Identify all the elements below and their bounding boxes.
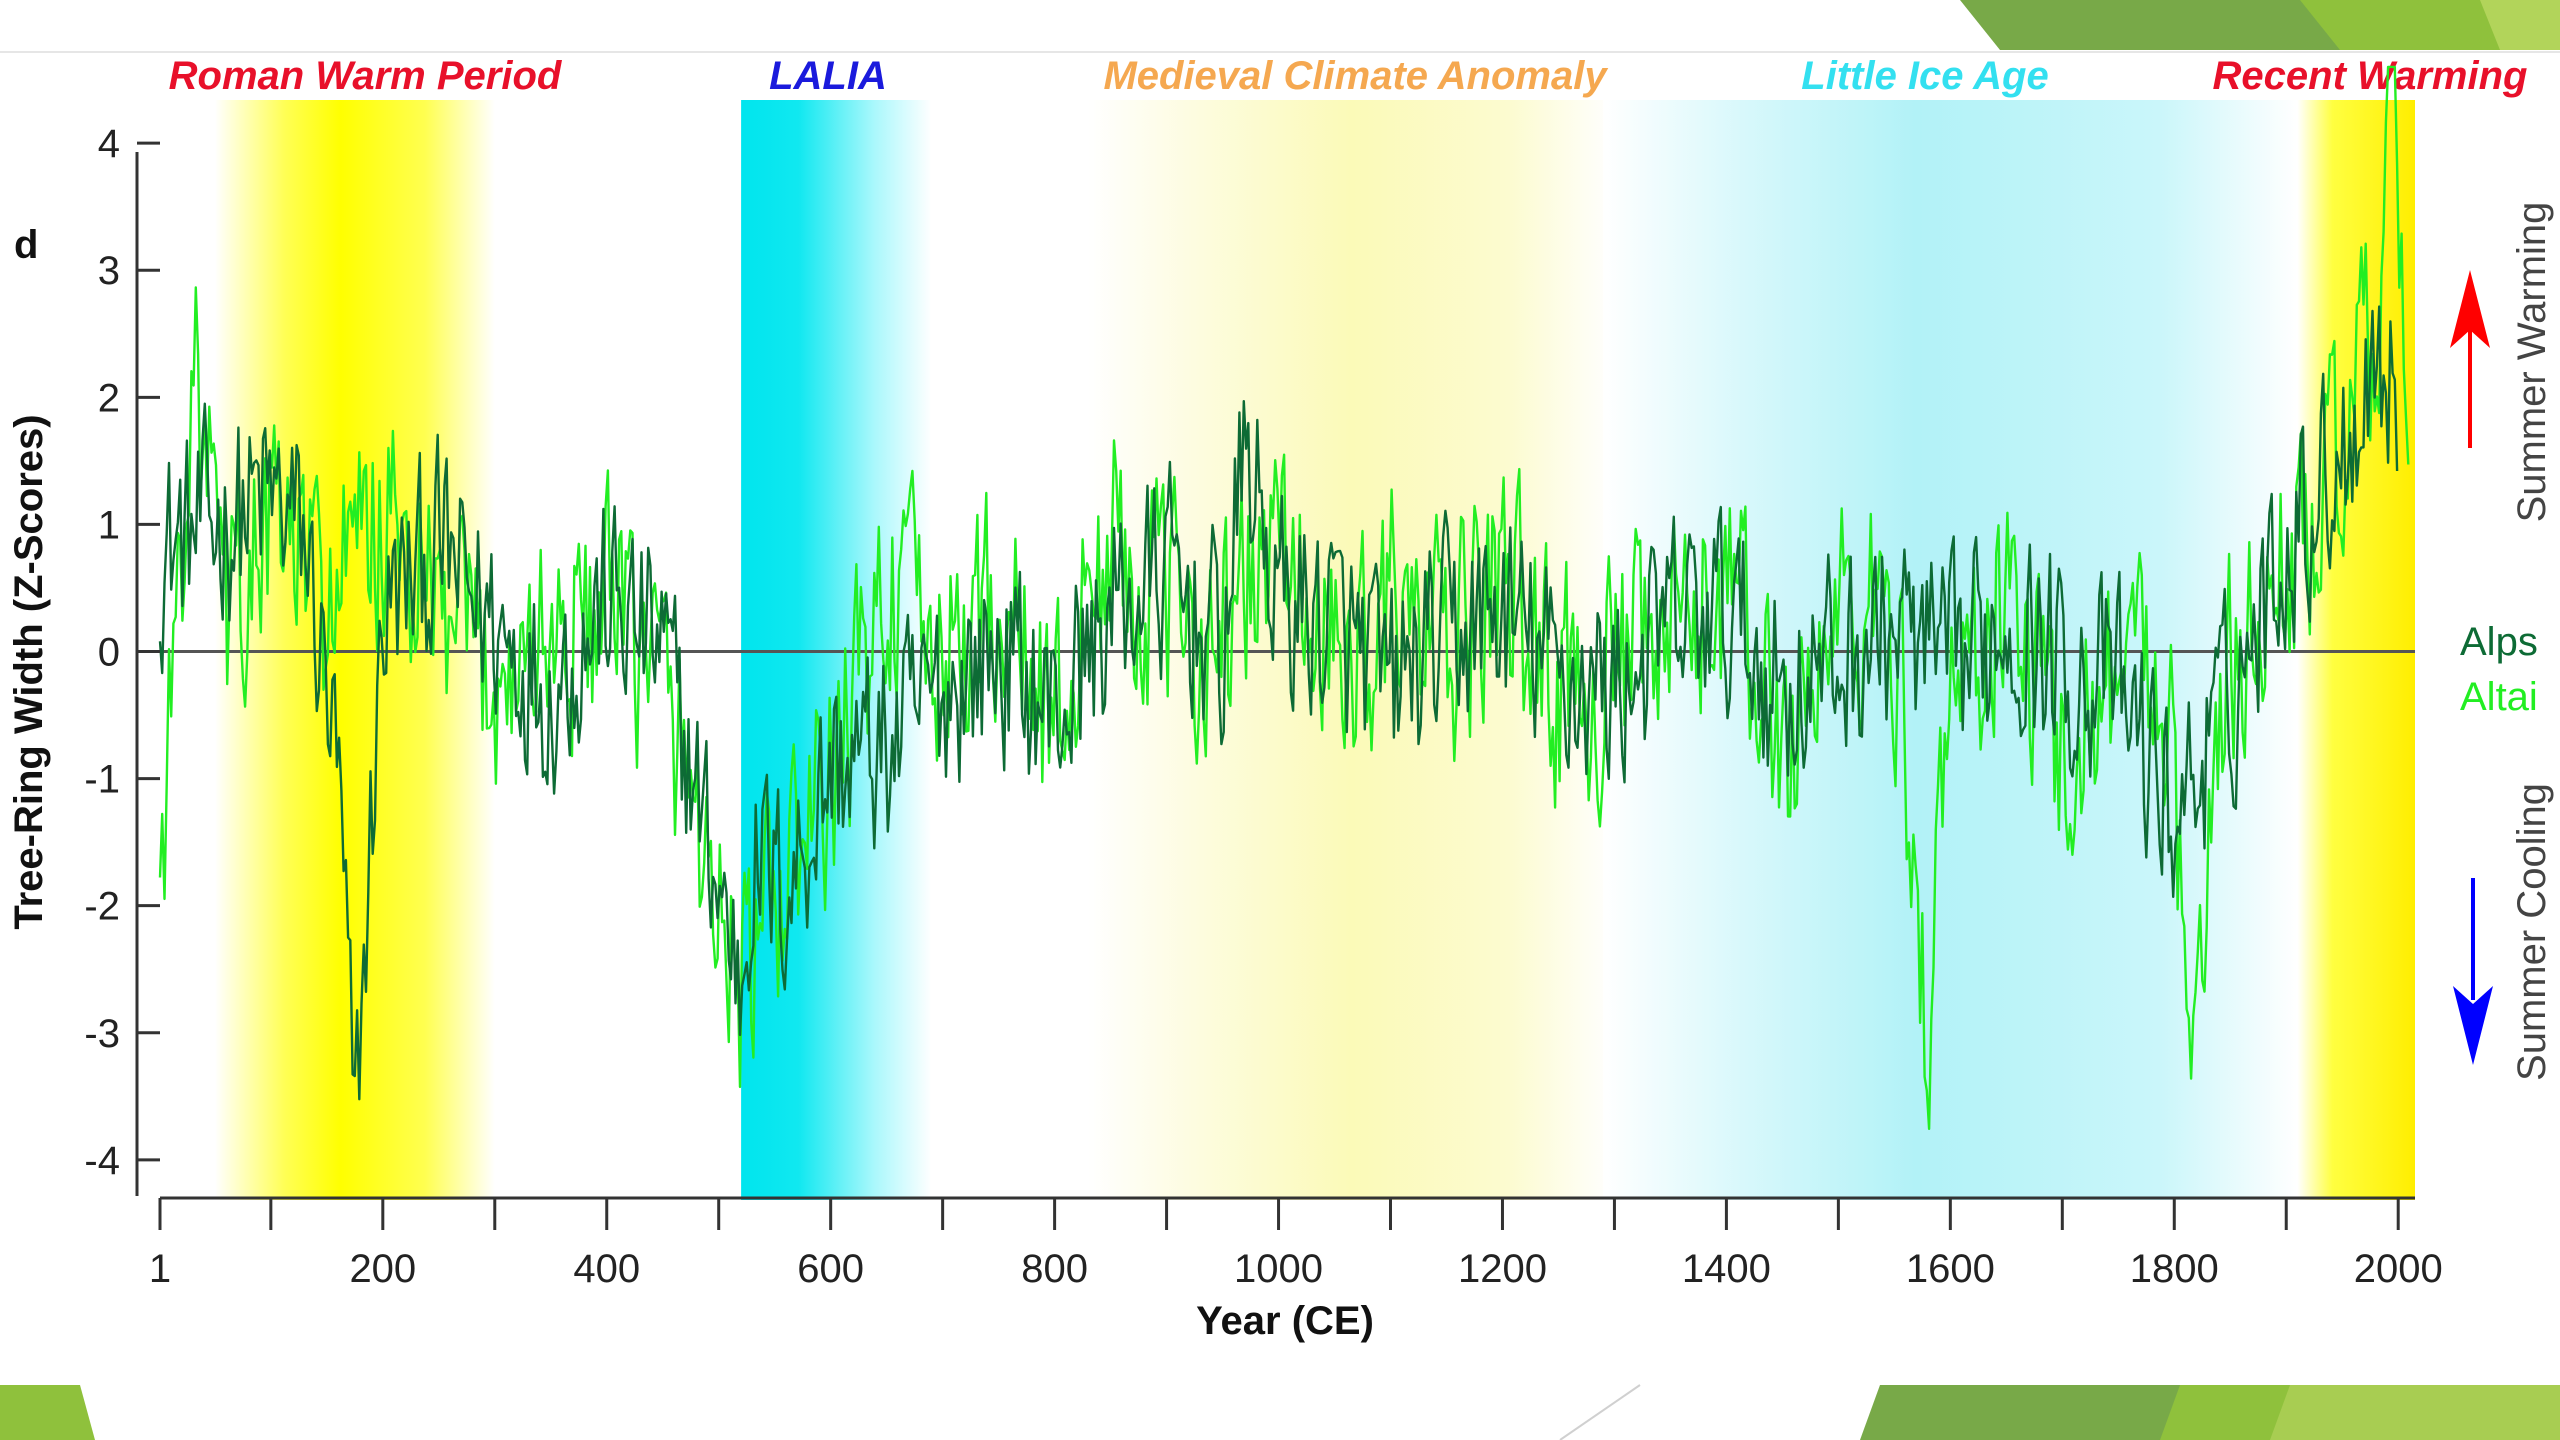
y-tick-label: 2 — [98, 376, 120, 420]
panel-letter: d — [14, 223, 38, 267]
x-tick-label: 1400 — [1682, 1247, 1771, 1291]
series-lines — [158, 65, 2410, 1131]
x-tick-label: 600 — [797, 1247, 864, 1291]
y-tick-label: -1 — [84, 758, 120, 802]
x-tick-label: 400 — [573, 1247, 640, 1291]
period-label: Roman Warm Period — [169, 54, 563, 98]
summer-cooling-label: Summer Cooling — [2510, 783, 2554, 1081]
x-tick-label: 1200 — [1458, 1247, 1547, 1291]
x-tick-label: 1800 — [2130, 1247, 2219, 1291]
y-tick-label: 3 — [98, 249, 120, 293]
x-axis-title: Year (CE) — [1196, 1299, 1374, 1343]
y-tick-label: -3 — [84, 1012, 120, 1056]
period-label: LALIA — [769, 54, 887, 98]
series-line-alps — [158, 305, 2399, 1101]
y-tick-label: 1 — [98, 503, 120, 547]
y-tick-label: -2 — [84, 885, 120, 929]
x-tick-label: 1000 — [1234, 1247, 1323, 1291]
legend-alps: Alps — [2460, 620, 2538, 664]
climate-period-labels: Roman Warm Period LALIA Medieval Climate A… — [169, 54, 2528, 98]
y-tick-label: -4 — [84, 1139, 120, 1183]
period-label: Medieval Climate Anomaly — [1103, 54, 1608, 98]
cooling-arrow-icon — [2453, 878, 2493, 1065]
x-tick-label: 200 — [349, 1247, 416, 1291]
period-label: Recent Warming — [2213, 54, 2528, 98]
warming-arrow-icon — [2450, 270, 2490, 448]
slide-decoration-top — [0, 0, 2560, 53]
summer-warming-label: Summer Warming — [2510, 202, 2554, 523]
legend-altai: Altai — [2460, 675, 2538, 719]
period-label: Little Ice Age — [1801, 54, 2048, 98]
x-tick-label: 800 — [1021, 1247, 1088, 1291]
legend-and-annotations: Summer Warming Summer Cooling Alps Altai — [2450, 202, 2554, 1081]
y-tick-label: 4 — [98, 122, 120, 166]
x-tick-label: 1 — [149, 1247, 171, 1291]
x-tick-label: 1600 — [1906, 1247, 1995, 1291]
y-tick-label: 0 — [98, 631, 120, 675]
y-axis-title: Tree-Ring Width (Z-Scores) — [7, 414, 51, 929]
x-tick-label: 2000 — [2354, 1247, 2443, 1291]
